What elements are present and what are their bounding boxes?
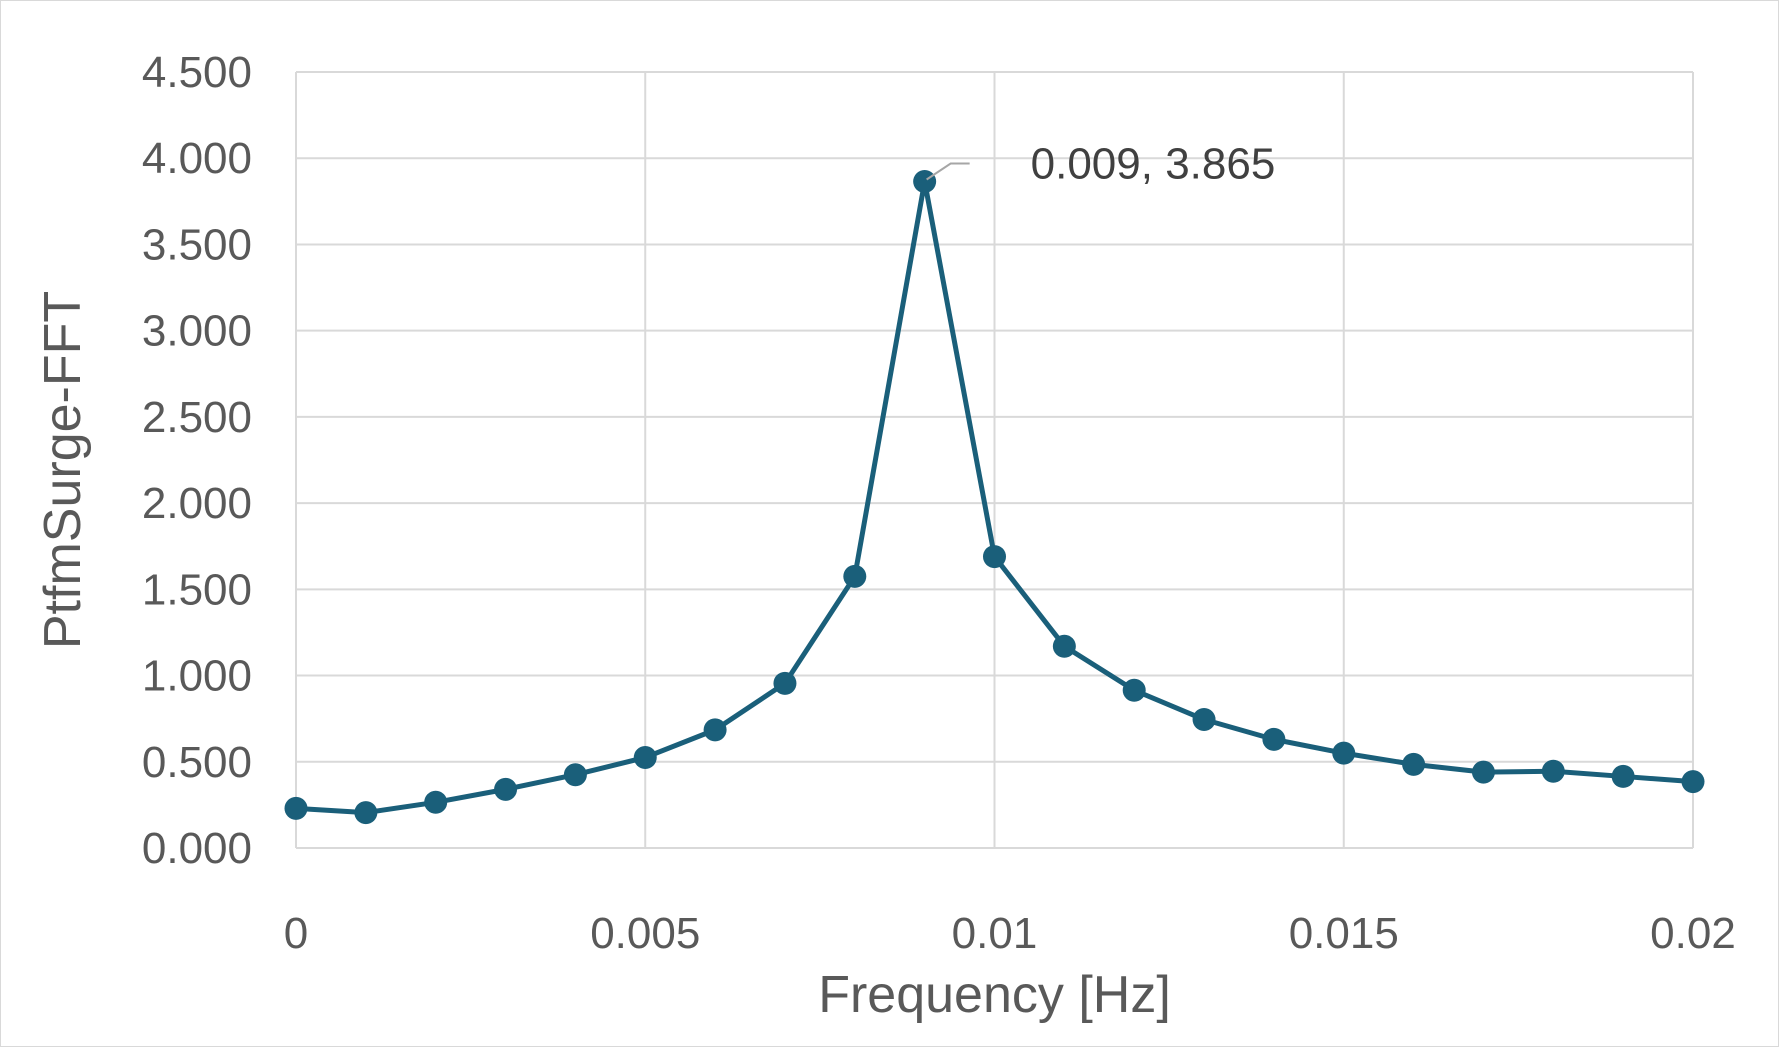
y-tick-label: 0.000 bbox=[142, 824, 252, 873]
data-label-peak: 0.009, 3.865 bbox=[1031, 140, 1276, 189]
x-axis-title: Frequency [Hz] bbox=[818, 966, 1171, 1024]
x-axis-ticks: 0 0.005 0.01 0.015 0.02 bbox=[284, 909, 1736, 958]
y-tick-label: 4.500 bbox=[142, 48, 252, 97]
x-tick-label: 0 bbox=[284, 909, 308, 958]
y-tick-label: 1.500 bbox=[142, 565, 252, 614]
x-tick-label: 0.02 bbox=[1650, 909, 1736, 958]
data-point bbox=[983, 545, 1006, 569]
y-tick-label: 2.000 bbox=[142, 479, 252, 528]
data-point bbox=[633, 745, 657, 769]
series-group bbox=[284, 170, 1705, 825]
y-tick-label: 1.000 bbox=[142, 652, 252, 701]
y-tick-label: 3.000 bbox=[142, 307, 252, 356]
data-point bbox=[563, 763, 587, 787]
y-axis-ticks: 0.000 0.500 1.000 1.500 2.000 2.500 3.000 3.500… bbox=[142, 48, 252, 873]
data-point bbox=[773, 671, 797, 695]
data-point bbox=[1681, 770, 1705, 794]
data-point bbox=[1052, 634, 1076, 658]
data-point bbox=[1262, 727, 1286, 751]
data-point bbox=[424, 790, 448, 814]
data-point bbox=[1402, 752, 1426, 776]
data-point bbox=[1471, 760, 1495, 784]
x-tick-label: 0.005 bbox=[590, 909, 700, 958]
y-axis-title: PtfmSurge-FFT bbox=[34, 291, 92, 649]
annotation-leader-line bbox=[926, 162, 970, 181]
x-tick-label: 0.015 bbox=[1289, 909, 1399, 958]
gridlines bbox=[295, 71, 1694, 849]
y-tick-label: 0.500 bbox=[142, 738, 252, 787]
data-point bbox=[1611, 764, 1635, 788]
data-point bbox=[913, 170, 937, 194]
data-point bbox=[843, 564, 867, 588]
data-point bbox=[284, 796, 308, 820]
data-point bbox=[354, 801, 378, 825]
data-point bbox=[1192, 708, 1216, 732]
y-tick-label: 2.500 bbox=[142, 393, 252, 442]
data-point bbox=[494, 777, 518, 801]
annotation-group: 0.009, 3.865 bbox=[926, 140, 1276, 189]
data-point bbox=[1332, 741, 1356, 765]
y-tick-label: 3.500 bbox=[142, 220, 252, 269]
data-point bbox=[1122, 678, 1146, 702]
data-point bbox=[703, 718, 727, 742]
x-tick-label: 0.01 bbox=[952, 909, 1038, 958]
data-point bbox=[1541, 759, 1565, 783]
y-tick-label: 4.000 bbox=[142, 134, 252, 183]
